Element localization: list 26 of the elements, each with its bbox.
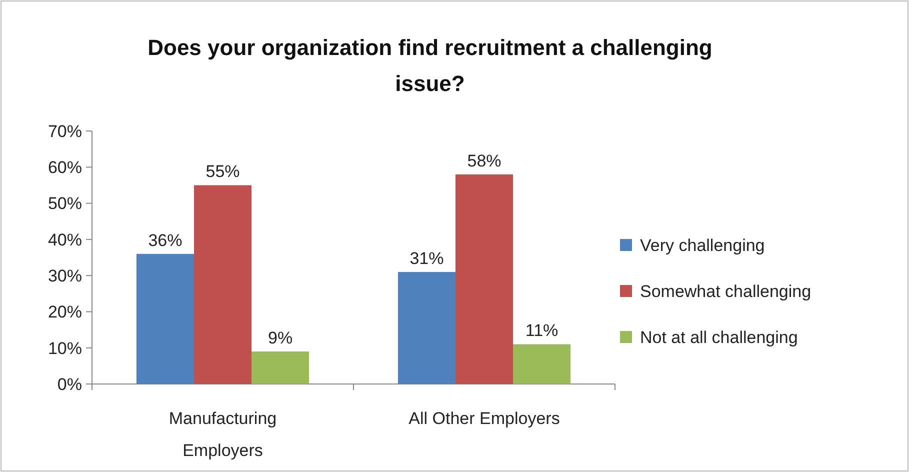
y-tick-label: 70% [48,122,82,141]
y-tick-label: 50% [48,194,82,214]
legend-label: Not at all challenging [640,328,798,347]
bar [252,351,310,384]
bar [513,344,571,384]
x-tick-label: All Other Employers [408,409,560,428]
data-label: 55% [206,162,240,182]
y-tick-label: 0% [57,374,82,394]
chart-title: Does your organization find recruitment a challenging issue? [148,35,712,96]
data-label: 58% [467,151,502,170]
y-tick-label: 30% [48,266,82,286]
data-label: 36% [148,230,182,250]
y-tick-label: 20% [48,302,82,322]
data-label: 11% [525,321,558,340]
bar [136,254,194,384]
legend-label: Very challenging [640,236,765,255]
data-label: 31% [410,248,444,268]
bar [398,272,456,384]
y-tick-label: 10% [48,338,82,358]
bar [194,185,252,384]
bar [455,174,514,384]
data-label: 9% [268,328,293,348]
legend-label: Somewhat challenging [640,282,812,301]
x-tick-label: Manufacturing Employers [168,409,277,460]
y-tick-label: 60% [48,158,82,178]
y-tick-label: 40% [48,230,82,250]
